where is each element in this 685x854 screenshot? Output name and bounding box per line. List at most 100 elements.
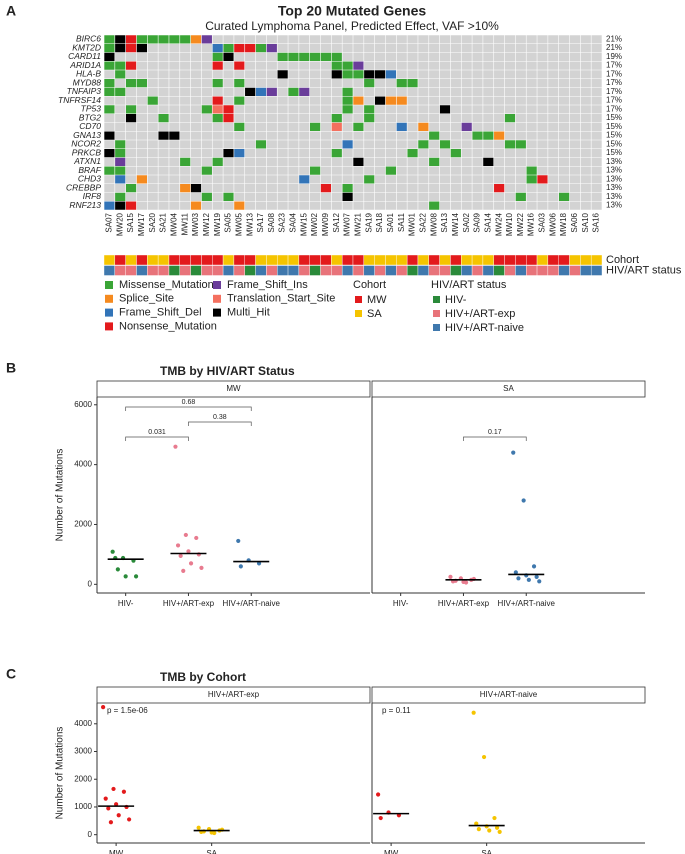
data-point [448, 574, 453, 579]
gene-label: CREBBP [66, 182, 101, 192]
mutation-cell [179, 183, 191, 193]
comparison-bracket [188, 421, 252, 426]
sample-label: MW12 [202, 212, 211, 236]
facet-strip [96, 380, 371, 398]
y-tick-label: 4000 [74, 719, 92, 728]
track-cell [244, 254, 256, 266]
track-cell [471, 265, 484, 276]
data-point [175, 543, 181, 548]
mutation-cell [201, 192, 213, 202]
mutation-cell [493, 131, 505, 140]
sample-label: MW17 [137, 212, 146, 236]
legend-swatch [105, 281, 113, 289]
track-cell [320, 254, 332, 266]
sample-label: MW15 [299, 212, 308, 236]
data-point [121, 789, 127, 794]
mutation-cell [266, 87, 278, 97]
track-cell [125, 265, 137, 276]
mutation-cell [114, 175, 126, 184]
track-cell [547, 265, 559, 276]
mutation-cell [439, 140, 451, 149]
mutation-cell [309, 52, 321, 62]
legend-swatch [105, 308, 113, 317]
mutation-cell [136, 175, 148, 184]
track-cell [341, 254, 354, 266]
legend-swatch [213, 308, 221, 317]
sample-label: MW19 [213, 212, 222, 236]
mutation-cell [201, 35, 213, 44]
legend-label: Splice_Site [119, 293, 174, 305]
gene-label: NCOR2 [71, 139, 101, 149]
data-point [212, 830, 217, 836]
mutation-cell [136, 43, 148, 53]
data-point [111, 786, 116, 792]
sample-label: SA01 [386, 212, 395, 232]
data-point [199, 565, 204, 570]
p-value-annotation: p = 1.5e-06 [107, 706, 148, 715]
mutation-cell [288, 52, 299, 62]
mutation-cell [212, 78, 224, 88]
sample-label: SA16 [592, 212, 601, 232]
legend-swatch [105, 294, 113, 303]
mutation-cell [190, 201, 202, 210]
data-point [106, 806, 111, 811]
track-cell [374, 265, 386, 276]
track-cell [461, 265, 473, 276]
mutation-cell [353, 96, 364, 105]
percent-label: 17% [606, 96, 622, 105]
mutation-cell [255, 43, 267, 53]
track-cell [168, 265, 180, 276]
gene-label: IRF8 [83, 191, 102, 201]
mutation-cell [104, 52, 115, 62]
mutation-cell [277, 70, 289, 79]
mutation-cell [125, 61, 137, 70]
legend-label: Multi_Hit [227, 307, 270, 319]
percent-label: 17% [606, 104, 622, 113]
track-cell [331, 265, 343, 276]
mutation-cell [266, 43, 278, 53]
mutation-cell [277, 52, 289, 62]
data-point [110, 549, 115, 554]
percent-label: 13% [606, 192, 622, 201]
track-cell [114, 265, 126, 276]
mutation-cell [158, 131, 169, 140]
track-cell [558, 254, 570, 266]
x-tick-label: HIV- [118, 599, 134, 608]
sample-label: MW09 [321, 212, 330, 236]
data-point [194, 535, 199, 541]
sample-label: SA21 [159, 212, 168, 232]
percent-label: 21% [606, 34, 622, 43]
mutation-cell [504, 140, 516, 149]
sample-label: MW10 [505, 212, 514, 236]
percent-label: 15% [606, 131, 622, 140]
gene-label: RNF213 [69, 200, 101, 210]
mutation-cell [212, 96, 224, 105]
mutation-cell [125, 105, 137, 114]
data-point [103, 796, 108, 801]
mutation-cell [342, 105, 353, 114]
track-cell [201, 254, 213, 266]
mutation-cell [342, 70, 353, 79]
p-value-annotation: p = 0.11 [382, 706, 411, 715]
mutation-cell [461, 122, 473, 132]
percent-label: 15% [606, 122, 622, 131]
mutation-cell [114, 70, 126, 79]
y-tick-label: 3000 [74, 747, 92, 756]
mutation-cell [353, 70, 364, 79]
track-cell [212, 254, 224, 266]
data-point [101, 705, 106, 710]
mutation-cell [331, 122, 343, 132]
track-cell [450, 254, 462, 266]
mutation-cell [331, 61, 343, 70]
track-cell [396, 254, 408, 266]
percent-label: 13% [606, 183, 622, 192]
track-cell [526, 265, 538, 276]
sample-label: SA14 [483, 212, 492, 232]
data-point [513, 570, 518, 575]
track-cell [179, 254, 191, 266]
data-point [497, 829, 502, 835]
track-cell [114, 254, 126, 266]
data-point [123, 574, 128, 579]
chart-title: TMB by HIV/ART Status [160, 364, 295, 378]
mutation-cell [114, 61, 126, 70]
